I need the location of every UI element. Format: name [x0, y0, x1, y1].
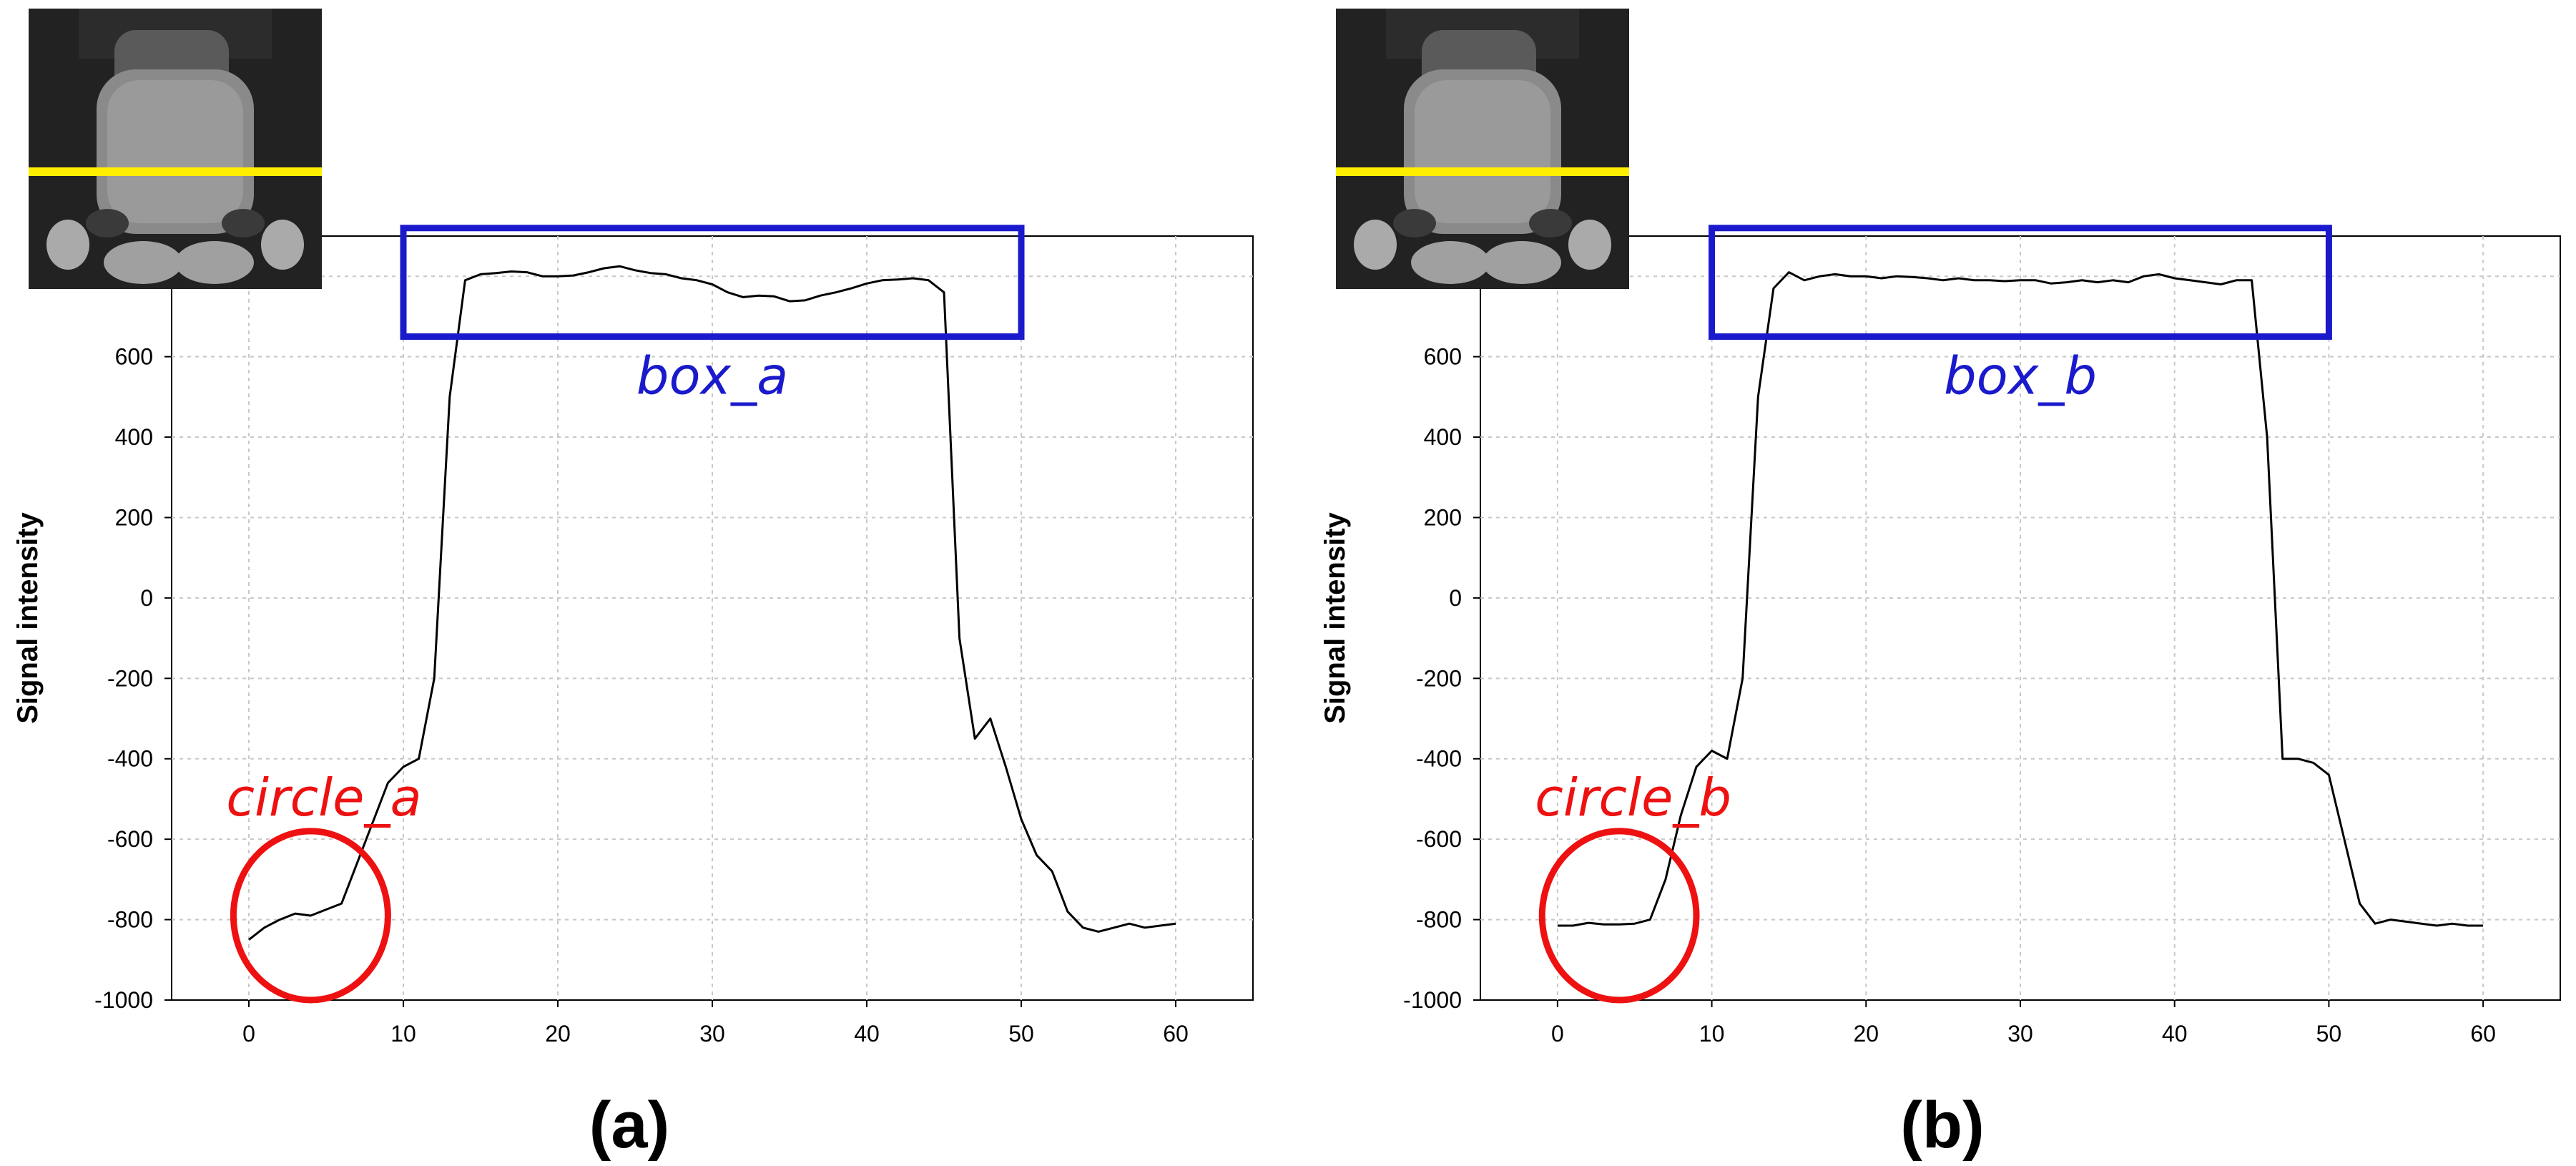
- x-tick-label: 30: [2007, 1021, 2033, 1047]
- ct-slice-thumbnail-b: [1336, 9, 1629, 289]
- y-axis-label: Signal intensity: [1319, 511, 1351, 723]
- y-tick-label: -200: [107, 665, 153, 691]
- x-tick-label: 50: [2316, 1021, 2342, 1047]
- y-tick-label: -400: [107, 746, 153, 772]
- y-tick-label: 200: [115, 504, 153, 530]
- y-tick-label: -1000: [94, 987, 153, 1013]
- ct-slice-image: [1336, 9, 1629, 289]
- y-tick-label: 400: [1424, 424, 1462, 450]
- x-tick-label: 20: [1853, 1021, 1879, 1047]
- signal-series-line: [248, 265, 1176, 941]
- x-tick-label: 50: [1008, 1021, 1034, 1047]
- chart-panel-a: 01020304050608006004002000-200-400-600-8…: [12, 225, 1254, 1162]
- y-tick-label: 0: [1449, 585, 1462, 611]
- x-tick-label: 60: [2470, 1021, 2496, 1047]
- chart-panel-b: 01020304050608006004002000-200-400-600-8…: [1319, 225, 2561, 1162]
- profile-line: [29, 167, 322, 176]
- signal-series-line: [1557, 271, 2484, 927]
- annotation-circle: [230, 828, 391, 1004]
- ct-slice-image: [29, 9, 322, 289]
- x-tick-label: 0: [242, 1021, 255, 1047]
- x-tick-label: 0: [1551, 1021, 1564, 1047]
- x-tick-label: 20: [545, 1021, 571, 1047]
- y-tick-label: -400: [1416, 746, 1462, 772]
- x-tick-label: 60: [1163, 1021, 1189, 1047]
- annotation-box-label: box_a: [636, 346, 788, 406]
- panel-caption: (a): [589, 1089, 669, 1162]
- x-tick-label: 30: [699, 1021, 725, 1047]
- x-tick-label: 40: [854, 1021, 880, 1047]
- annotation-box: [400, 225, 1025, 341]
- y-tick-label: 0: [140, 585, 153, 611]
- y-tick-label: -800: [107, 907, 153, 933]
- y-tick-label: -600: [107, 826, 153, 852]
- ct-slice-thumbnail-a: [29, 9, 322, 289]
- y-tick-label: -800: [1416, 907, 1462, 933]
- y-tick-label: -600: [1416, 826, 1462, 852]
- panel-caption: (b): [1900, 1089, 1984, 1162]
- x-tick-label: 10: [1699, 1021, 1725, 1047]
- y-tick-label: 600: [1424, 344, 1462, 370]
- y-axis-label: Signal intensity: [12, 511, 44, 723]
- x-tick-label: 10: [390, 1021, 416, 1047]
- profile-line: [1336, 167, 1629, 176]
- y-tick-label: 400: [115, 424, 153, 450]
- annotation-circle-label: circle_a: [226, 768, 421, 828]
- y-tick-label: -200: [1416, 665, 1462, 691]
- y-tick-label: -1000: [1403, 987, 1462, 1013]
- x-tick-label: 40: [2162, 1021, 2188, 1047]
- y-tick-label: 600: [115, 344, 153, 370]
- annotation-circle: [1538, 828, 1700, 1004]
- annotation-box: [1709, 225, 2332, 341]
- annotation-box-label: box_b: [1944, 346, 2097, 406]
- annotation-circle-label: circle_b: [1535, 768, 1731, 828]
- y-tick-label: 200: [1424, 504, 1462, 530]
